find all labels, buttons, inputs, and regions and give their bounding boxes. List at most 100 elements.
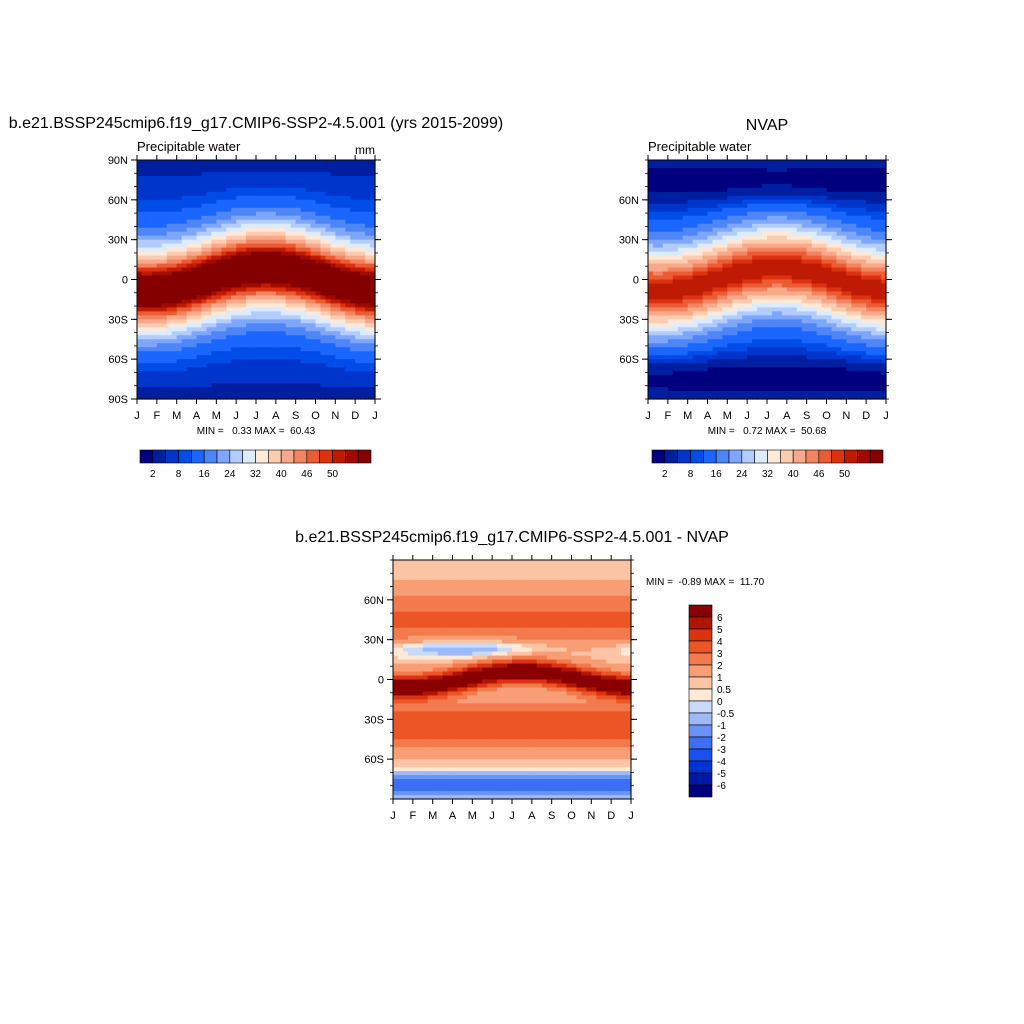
field-cell	[335, 255, 341, 261]
field-cell	[251, 251, 257, 257]
field-cell	[166, 323, 173, 328]
field-cell	[171, 323, 178, 328]
field-cell	[672, 311, 679, 316]
field-cell	[211, 335, 217, 340]
field-cell	[146, 243, 153, 249]
field-cell	[260, 367, 267, 372]
field-cell	[712, 263, 719, 269]
field-cell	[370, 243, 376, 249]
field-cell	[355, 163, 361, 169]
field-cell	[841, 215, 847, 221]
field-cell	[697, 227, 704, 233]
field-cell	[156, 279, 163, 285]
field-cell	[226, 319, 232, 324]
field-cell	[856, 199, 862, 205]
field-cell	[216, 367, 222, 372]
field-cell	[191, 339, 198, 344]
field-cell	[667, 183, 674, 189]
field-cell	[201, 351, 208, 356]
field-cell	[771, 160, 778, 165]
field-cell	[151, 299, 158, 304]
field-cell	[221, 335, 227, 340]
field-cell	[365, 331, 371, 336]
field-cell	[191, 207, 198, 213]
field-cell	[275, 299, 282, 304]
field-cell	[226, 303, 232, 308]
field-cell	[776, 283, 783, 289]
field-cell	[241, 279, 247, 285]
field-cell	[648, 187, 654, 193]
field-cell	[275, 195, 282, 201]
field-cell	[851, 191, 857, 197]
field-cell	[285, 219, 292, 225]
field-cell	[310, 291, 317, 297]
field-cell	[747, 183, 753, 189]
field-cell	[161, 227, 168, 233]
field-cell	[846, 195, 852, 201]
field-cell	[806, 291, 813, 297]
field-cell	[260, 299, 267, 304]
field-cell	[206, 195, 212, 201]
field-cell	[256, 371, 262, 376]
field-cell	[206, 375, 212, 380]
field-cell	[370, 160, 376, 165]
field-cell	[801, 211, 808, 217]
field-cell	[786, 283, 793, 289]
field-cell	[246, 319, 252, 324]
field-cell	[335, 331, 341, 336]
field-cell	[201, 243, 208, 249]
field-cell	[270, 171, 277, 177]
field-cell	[866, 215, 872, 221]
field-cell	[866, 167, 872, 173]
field-cell	[697, 191, 704, 197]
field-cell	[826, 199, 833, 205]
field-cell	[846, 291, 852, 297]
field-cell	[146, 339, 153, 344]
field-cell	[360, 355, 366, 360]
field-cell	[786, 251, 793, 257]
field-cell	[752, 215, 758, 221]
field-cell	[697, 175, 704, 181]
field-cell	[330, 195, 336, 201]
field-cell	[275, 215, 282, 221]
field-cell	[697, 267, 704, 273]
field-cell	[861, 311, 867, 316]
field-cell	[315, 160, 322, 165]
field-cell	[672, 199, 679, 205]
field-cell	[325, 279, 331, 285]
field-cell	[201, 231, 208, 237]
field-cell	[762, 295, 768, 301]
field-cell	[285, 315, 292, 320]
field-cell	[732, 259, 738, 265]
field-cell	[141, 183, 148, 189]
field-cell	[260, 227, 267, 233]
field-cell	[295, 219, 302, 225]
field-cell	[667, 203, 674, 209]
field-cell	[211, 215, 217, 221]
field-cell	[256, 195, 262, 201]
field-cell	[280, 255, 287, 261]
field-cell	[687, 311, 694, 316]
field-cell	[821, 179, 828, 185]
field-cell	[251, 367, 257, 372]
field-cell	[707, 231, 714, 237]
field-cell	[345, 287, 351, 293]
field-cell	[146, 351, 153, 356]
field-cell	[325, 227, 331, 233]
field-cell	[256, 335, 262, 340]
field-cell	[236, 199, 242, 205]
field-cell	[826, 315, 833, 320]
field-cell	[762, 227, 768, 233]
field-cell	[241, 187, 247, 193]
field-cell	[161, 295, 168, 301]
field-cell	[717, 223, 723, 229]
field-cell	[702, 311, 709, 316]
field-cell	[256, 227, 262, 233]
field-cell	[355, 375, 361, 380]
field-cell	[345, 371, 351, 376]
field-cell	[206, 323, 212, 328]
field-cell	[786, 235, 793, 241]
field-cell	[151, 379, 158, 384]
field-cell	[176, 295, 183, 301]
field-cell	[335, 271, 341, 277]
